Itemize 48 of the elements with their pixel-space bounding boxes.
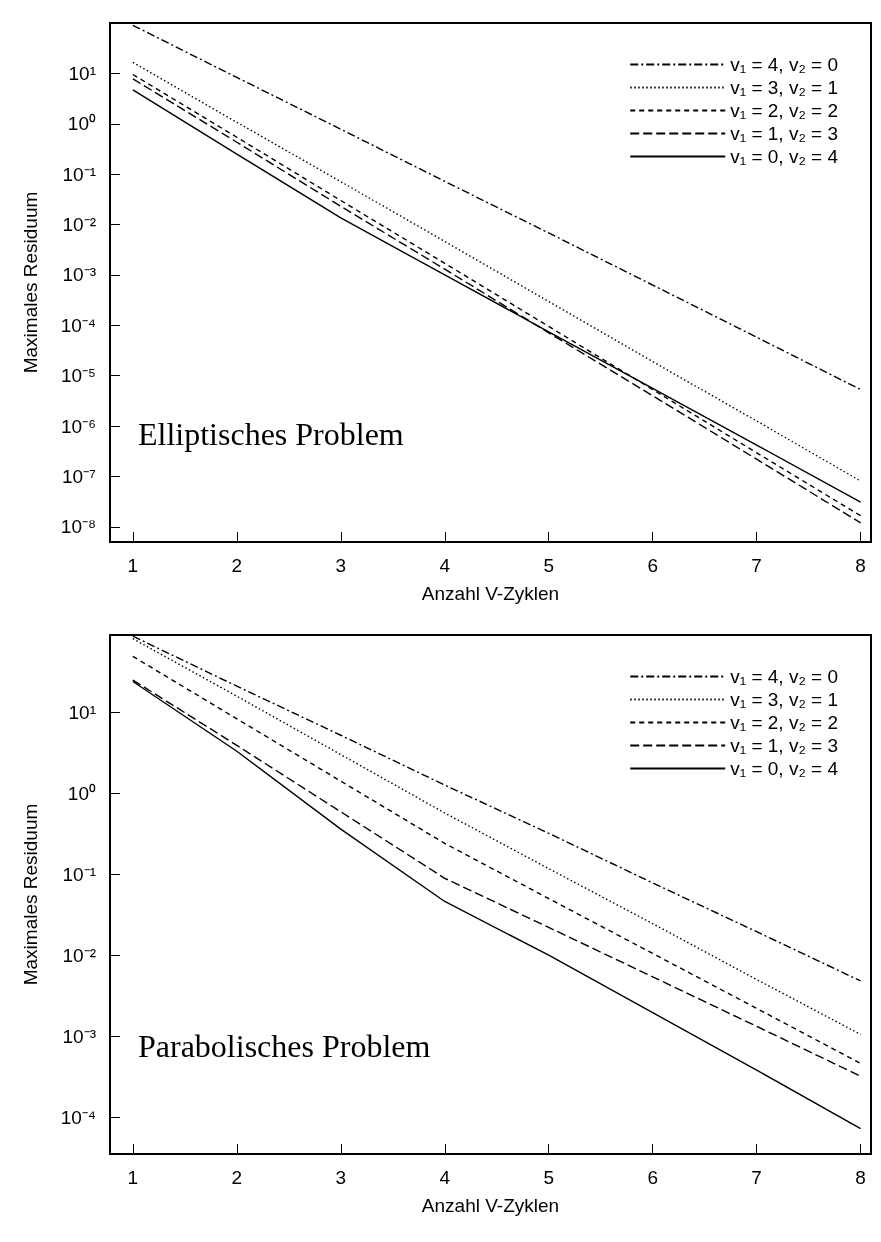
y-axis-title: Maximales Residuum (20, 191, 41, 374)
y-tick-label: 10⁻³ (62, 264, 96, 286)
x-tick-label: 3 (335, 1167, 347, 1188)
legend-label: v₁ = 0, v₂ = 4 (730, 146, 839, 167)
x-tick-label: 5 (543, 1167, 555, 1188)
x-tick-label: 8 (855, 555, 866, 576)
x-tick-label: 8 (855, 1167, 866, 1188)
legend-label: v₁ = 1, v₂ = 3 (730, 123, 839, 144)
y-tick-label: 10⁻⁴ (60, 314, 96, 336)
x-tick-label: 2 (231, 1167, 243, 1188)
x-axis-title: Anzahl V-Zyklen (421, 583, 560, 604)
y-tick-label: 10⁻¹ (62, 863, 96, 885)
x-axis-title: Anzahl V-Zyklen (421, 1195, 560, 1216)
legend-label: v₁ = 3, v₂ = 1 (730, 689, 839, 710)
x-tick-label: 4 (439, 1167, 451, 1188)
legend-label: v₁ = 4, v₂ = 0 (730, 666, 839, 687)
x-tick-label: 5 (543, 555, 555, 576)
y-tick-label: 10¹ (68, 701, 96, 723)
annotation: Elliptisches Problem (138, 416, 404, 452)
x-tick-label: 3 (335, 555, 347, 576)
y-axis-title: Maximales Residuum (20, 803, 41, 986)
y-tick-label: 10⁻⁸ (60, 516, 96, 538)
y-tick-label: 10⁰ (67, 113, 96, 135)
x-tick-label: 7 (751, 1167, 762, 1188)
x-tick-label: 4 (439, 555, 451, 576)
y-tick-label: 10⁻⁶ (61, 415, 96, 437)
legend-label: v₁ = 2, v₂ = 2 (730, 100, 839, 121)
y-tick-label: 10⁰ (67, 782, 96, 804)
x-tick-label: 1 (127, 1167, 139, 1188)
y-tick-label: 10⁻³ (62, 1025, 96, 1047)
x-tick-label: 7 (751, 555, 762, 576)
legend-label: v₁ = 3, v₂ = 1 (730, 77, 839, 98)
x-tick-label: 1 (127, 555, 139, 576)
x-tick-label: 6 (647, 555, 658, 576)
annotation: Parabolisches Problem (138, 1028, 431, 1064)
y-tick-label: 10⁻¹ (62, 163, 96, 185)
legend-label: v₁ = 4, v₂ = 0 (730, 54, 839, 75)
y-tick-label: 10⁻² (62, 944, 96, 966)
y-tick-label: 10⁻⁵ (60, 365, 96, 387)
y-tick-label: 10⁻⁴ (60, 1106, 96, 1128)
y-tick-label: 10⁻² (62, 214, 96, 236)
legend-label: v₁ = 2, v₂ = 2 (730, 712, 839, 733)
y-tick-label: 10¹ (68, 62, 96, 84)
y-tick-label: 10⁻⁷ (61, 465, 97, 487)
legend-label: v₁ = 0, v₂ = 4 (730, 758, 839, 779)
legend-label: v₁ = 1, v₂ = 3 (730, 735, 839, 756)
x-tick-label: 2 (231, 555, 243, 576)
x-tick-label: 6 (647, 1167, 658, 1188)
